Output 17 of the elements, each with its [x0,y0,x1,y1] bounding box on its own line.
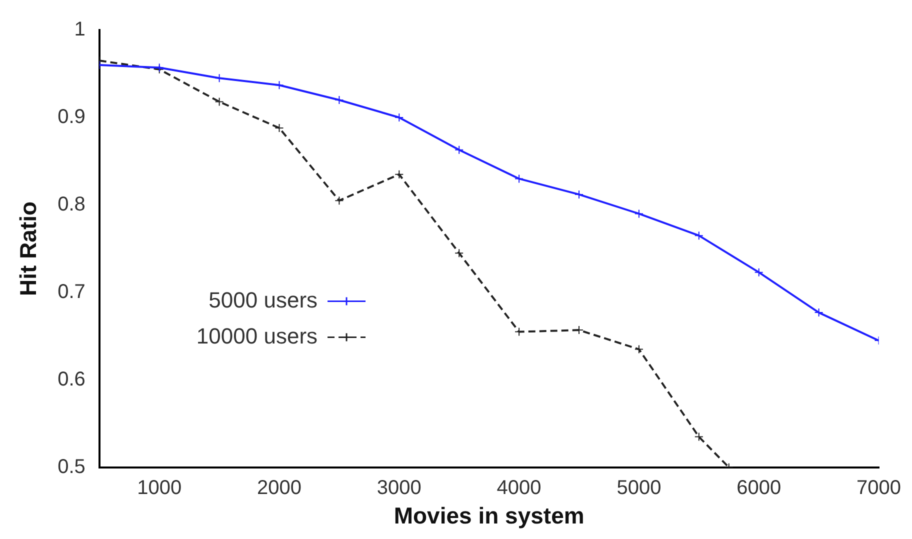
x-tick-label: 3000 [376,476,422,499]
x-tick-label: 1000 [137,476,182,499]
x-tick-label: 4000 [496,476,542,499]
x-axis-title: Movies in system [394,502,584,529]
x-tick-label: 5000 [616,476,662,499]
y-tick-label: 0.6 [58,368,86,390]
legend-label: 10000 users [196,323,318,348]
y-tick-label: 1 [74,18,86,41]
x-tick-label: 2000 [257,476,302,499]
x-tick-label: 7000 [856,476,902,499]
y-tick-label: 0.8 [58,193,86,216]
y-tick-label: 0.5 [58,456,86,478]
y-tick-label: 0.9 [58,106,86,128]
legend-label: 5000 users [208,287,318,312]
x-tick-label: 6000 [736,476,782,499]
y-axis-title: Hit Ratio [15,201,42,296]
y-tick-label: 0.7 [58,280,86,303]
